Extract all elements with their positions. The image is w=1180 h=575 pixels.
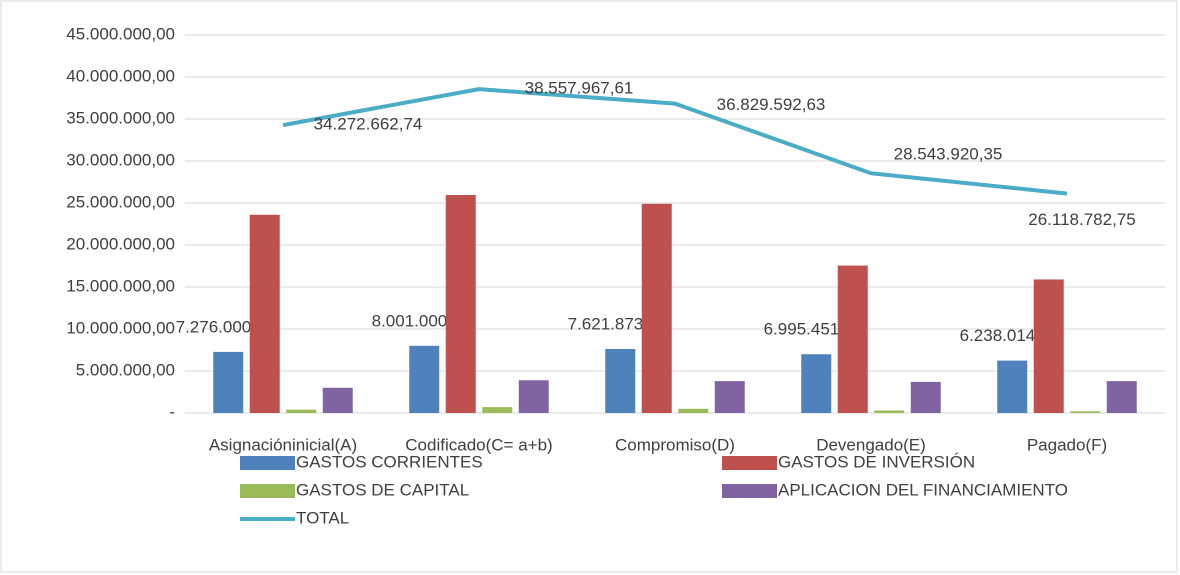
x-tick-label: Compromiso(D) <box>615 435 735 454</box>
bar <box>518 380 549 413</box>
bar <box>409 345 440 413</box>
y-tick-label: 5.000.000,00 <box>76 360 175 379</box>
x-tick-label: Devengado(E) <box>816 435 926 454</box>
bar <box>837 265 868 413</box>
legend-label: APLICACION DEL FINANCIAMIENTO <box>778 480 1068 499</box>
bar <box>678 408 709 413</box>
data-label: 34.272.662,74 <box>314 115 423 134</box>
y-tick-label: 40.000.000,00 <box>66 66 175 85</box>
data-label: 36.829.592,63 <box>717 95 826 114</box>
bar <box>286 409 317 413</box>
data-label: 28.543.920,35 <box>894 145 1003 164</box>
bar <box>213 351 244 413</box>
bar <box>1033 279 1064 413</box>
y-tick-label: 45.000.000,00 <box>66 24 175 43</box>
bar <box>322 387 353 413</box>
bar <box>910 381 941 413</box>
x-tick-label: Pagado(F) <box>1027 435 1107 454</box>
bar <box>445 195 476 413</box>
line-series <box>282 87 1068 196</box>
bar <box>1070 411 1101 413</box>
bar <box>801 354 832 413</box>
legend-label: GASTOS DE INVERSIÓN <box>778 452 975 471</box>
data-label: 26.118.782,75 <box>1028 210 1135 229</box>
y-tick-label: - <box>169 402 175 421</box>
legend-label: TOTAL <box>296 508 349 527</box>
legend-swatch <box>722 456 777 470</box>
bar <box>482 407 513 413</box>
y-tick-label: 10.000.000,00 <box>66 318 175 337</box>
bar <box>1106 381 1137 413</box>
bar <box>641 203 672 413</box>
y-tick-label: 20.000.000,00 <box>66 234 175 253</box>
y-tick-label: 30.000.000,00 <box>66 150 175 169</box>
x-tick-label: Codificado(C= a+b) <box>405 435 552 454</box>
legend-swatch <box>240 484 295 498</box>
bar <box>874 410 905 413</box>
bar <box>997 360 1028 413</box>
y-tick-label: 35.000.000,00 <box>66 108 175 127</box>
y-tick-label: 25.000.000,00 <box>66 192 175 211</box>
legend-label: GASTOS DE CAPITAL <box>296 480 469 499</box>
data-label: 38.557.967,61 <box>525 79 634 98</box>
bar <box>605 348 636 413</box>
legend-swatch <box>722 484 777 498</box>
x-tick-label: Asignacióninicial(A) <box>209 435 357 454</box>
legend-label: GASTOS CORRIENTES <box>296 452 483 471</box>
legend-swatch <box>240 456 295 470</box>
bar <box>249 214 280 413</box>
y-tick-label: 15.000.000,00 <box>66 276 175 295</box>
bar <box>714 381 745 413</box>
